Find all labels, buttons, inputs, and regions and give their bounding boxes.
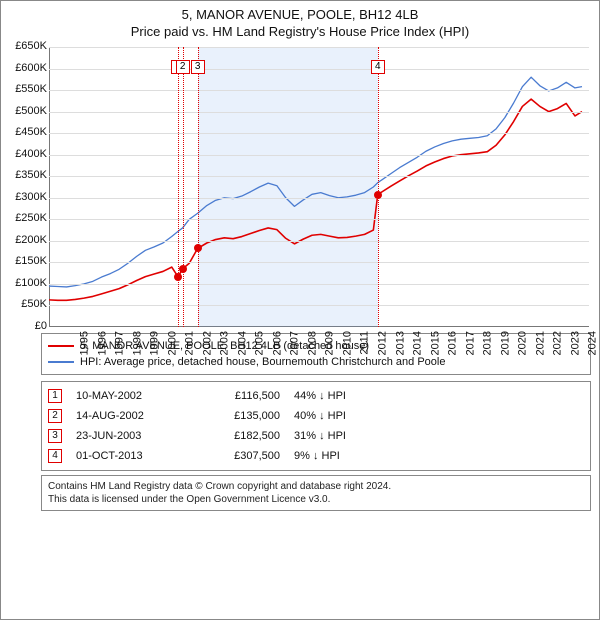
- x-axis-label: 2002: [201, 331, 213, 355]
- x-axis-label: 1998: [131, 331, 143, 355]
- sales-price: £135,000: [200, 406, 280, 426]
- x-axis-label: 1995: [78, 331, 90, 355]
- y-axis-label: £300K: [15, 191, 47, 203]
- x-axis-label: 2019: [499, 331, 511, 355]
- x-axis-label: 2007: [289, 331, 301, 355]
- sales-row: 3 23-JUN-2003 £182,500 31% ↓ HPI: [48, 426, 584, 446]
- x-axis-label: 2012: [377, 331, 389, 355]
- sale-marker-dot: [179, 265, 187, 273]
- sales-row: 4 01-OCT-2013 £307,500 9% ↓ HPI: [48, 446, 584, 466]
- sales-delta: 44% ↓ HPI: [294, 386, 404, 406]
- figure-container: 5, MANOR AVENUE, POOLE, BH12 4LB Price p…: [0, 0, 600, 620]
- y-axis-label: £100K: [15, 277, 47, 289]
- y-axis-label: £600K: [15, 62, 47, 74]
- y-axis-label: £0: [35, 320, 47, 332]
- sale-marker-line: [178, 47, 179, 327]
- line-series-svg: [49, 47, 589, 327]
- sales-date: 14-AUG-2002: [76, 406, 186, 426]
- y-axis-label: £50K: [21, 298, 47, 310]
- x-axis-label: 2004: [236, 331, 248, 355]
- sales-table: 1 10-MAY-2002 £116,500 44% ↓ HPI 2 14-AUG-200…: [41, 381, 591, 471]
- sale-marker-box: 4: [371, 60, 385, 74]
- sale-marker-line: [378, 47, 379, 327]
- x-axis-label: 2011: [358, 331, 370, 355]
- legend-swatch-price-paid: [48, 345, 74, 347]
- y-axis-label: £550K: [15, 83, 47, 95]
- sales-num: 4: [48, 449, 62, 463]
- x-axis-label: 2015: [429, 331, 441, 355]
- x-axis-label: 2009: [324, 331, 336, 355]
- x-axis-label: 2014: [412, 331, 424, 355]
- sale-marker-dot: [174, 273, 182, 281]
- sales-delta: 31% ↓ HPI: [294, 426, 404, 446]
- sales-num: 2: [48, 409, 62, 423]
- x-axis-label: 2006: [271, 331, 283, 355]
- sales-price: £307,500: [200, 446, 280, 466]
- footnote-line1: Contains HM Land Registry data © Crown c…: [48, 480, 584, 493]
- sales-delta: 40% ↓ HPI: [294, 406, 404, 426]
- y-axis-label: £250K: [15, 212, 47, 224]
- footnote: Contains HM Land Registry data © Crown c…: [41, 475, 591, 511]
- footnote-line2: This data is licensed under the Open Gov…: [48, 493, 584, 506]
- x-axis-label: 2003: [219, 331, 231, 355]
- x-axis-label: 2000: [166, 331, 178, 355]
- x-axis-label: 2010: [341, 331, 353, 355]
- x-axis-label: 1997: [114, 331, 126, 355]
- x-axis-label: 2005: [254, 331, 266, 355]
- chart-title: 5, MANOR AVENUE, POOLE, BH12 4LB: [1, 7, 599, 22]
- x-axis-label: 2024: [587, 331, 599, 355]
- x-axis-label: 2018: [482, 331, 494, 355]
- x-axis-label: 2016: [447, 331, 459, 355]
- sale-marker-dot: [374, 191, 382, 199]
- sale-marker-box: 2: [176, 60, 190, 74]
- sales-price: £182,500: [200, 426, 280, 446]
- x-axis-label: 2023: [569, 331, 581, 355]
- legend-label-hpi: HPI: Average price, detached house, Bour…: [80, 354, 445, 370]
- sales-num: 1: [48, 389, 62, 403]
- y-axis-label: £500K: [15, 105, 47, 117]
- x-axis-label: 1999: [149, 331, 161, 355]
- sales-delta: 9% ↓ HPI: [294, 446, 404, 466]
- sale-marker-line: [183, 47, 184, 327]
- x-axis-label: 2013: [394, 331, 406, 355]
- sale-marker-box: 3: [191, 60, 205, 74]
- y-axis-label: £350K: [15, 169, 47, 181]
- y-axis-label: £450K: [15, 126, 47, 138]
- sale-marker-dot: [194, 244, 202, 252]
- y-axis-label: £650K: [15, 40, 47, 52]
- sales-date: 23-JUN-2003: [76, 426, 186, 446]
- x-axis-label: 2021: [534, 331, 546, 355]
- sales-price: £116,500: [200, 386, 280, 406]
- x-axis-label: 1996: [96, 331, 108, 355]
- y-axis-label: £150K: [15, 255, 47, 267]
- y-axis-label: £200K: [15, 234, 47, 246]
- x-axis-label: 2017: [464, 331, 476, 355]
- sales-date: 10-MAY-2002: [76, 386, 186, 406]
- sale-marker-line: [198, 47, 199, 327]
- sales-row: 1 10-MAY-2002 £116,500 44% ↓ HPI: [48, 386, 584, 406]
- legend-swatch-hpi: [48, 361, 74, 363]
- sales-num: 3: [48, 429, 62, 443]
- y-axis-label: £400K: [15, 148, 47, 160]
- chart-subtitle: Price paid vs. HM Land Registry's House …: [1, 24, 599, 39]
- x-axis-label: 2001: [184, 331, 196, 355]
- sales-date: 01-OCT-2013: [76, 446, 186, 466]
- x-axis-label: 2008: [306, 331, 318, 355]
- sales-row: 2 14-AUG-2002 £135,000 40% ↓ HPI: [48, 406, 584, 426]
- chart-plot-area: £0£50K£100K£150K£200K£250K£300K£350K£400…: [49, 47, 589, 327]
- x-axis-label: 2020: [517, 331, 529, 355]
- legend-item-hpi: HPI: Average price, detached house, Bour…: [48, 354, 584, 370]
- x-axis-label: 2022: [552, 331, 564, 355]
